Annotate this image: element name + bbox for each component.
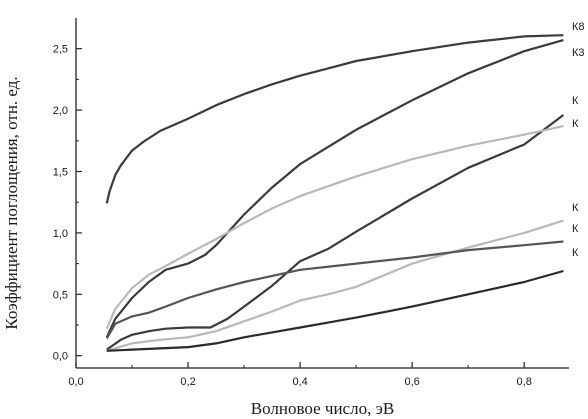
series-label: К xyxy=(572,247,579,259)
x-tick-label: 0,2 xyxy=(180,376,195,388)
series-label: К xyxy=(572,95,579,107)
series-label: К xyxy=(572,223,579,235)
x-tick-label: 0,4 xyxy=(292,376,307,388)
y-tick-label: 2,0 xyxy=(53,105,68,117)
series-label: К3 xyxy=(572,47,585,59)
series-line xyxy=(105,125,564,330)
series-line xyxy=(106,114,565,351)
series-line xyxy=(105,39,564,338)
y-tick-label: 0,0 xyxy=(53,351,68,363)
x-tick-label: 0,6 xyxy=(404,376,419,388)
series-label: К8 xyxy=(572,21,585,33)
series-line xyxy=(106,269,564,352)
x-tick-label: 0,0 xyxy=(68,376,83,388)
series-line xyxy=(105,240,564,340)
series-label: К xyxy=(572,202,579,214)
y-tick-label: 1,0 xyxy=(53,228,68,240)
series-line xyxy=(105,34,564,204)
plot-frame xyxy=(75,18,569,369)
y-tick-label: 0,5 xyxy=(53,289,68,301)
y-axis-ticks: 0,0 0,5 1,0 1,5 2,0 2,5 xyxy=(53,44,82,363)
x-tick-label: 0,8 xyxy=(517,376,532,388)
y-tick-label: 2,5 xyxy=(53,44,68,56)
series-line xyxy=(106,219,564,352)
series-lines xyxy=(105,34,565,352)
series-label: К xyxy=(572,118,579,130)
y-axis-title: Коэффициент поглощения, отн. ед. xyxy=(2,76,21,329)
x-axis-ticks: 0,0 0,2 0,4 0,6 0,8 xyxy=(68,362,532,388)
y-tick-label: 1,5 xyxy=(53,167,68,179)
x-axis-title: Волновое число, эВ xyxy=(251,399,394,418)
